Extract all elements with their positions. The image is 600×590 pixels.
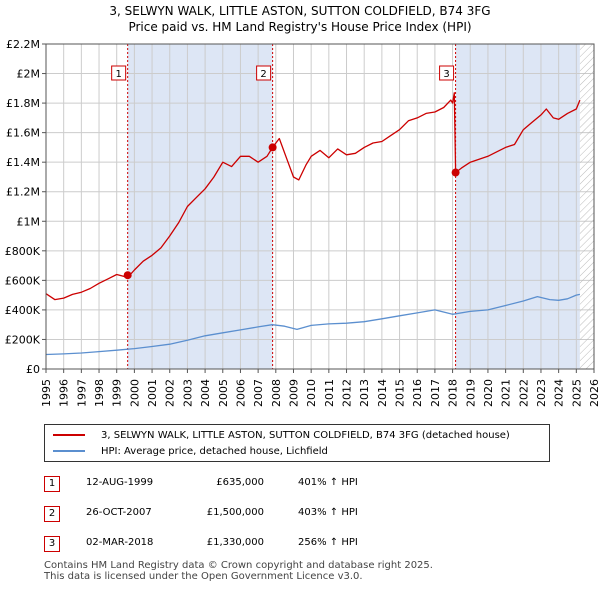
x-tick-label: 2008 (270, 379, 283, 407)
y-tick-label: £1.4M (6, 156, 40, 169)
chart-legend: 3, SELWYN WALK, LITTLE ASTON, SUTTON COL… (44, 424, 550, 462)
legend-label-hpi: HPI: Average price, detached house, Lich… (101, 445, 328, 457)
transaction-number: 1 (44, 476, 60, 492)
y-tick-label: £1.6M (6, 127, 40, 140)
x-tick-label: 1998 (93, 379, 106, 407)
legend-item-property: 3, SELWYN WALK, LITTLE ASTON, SUTTON COL… (53, 427, 510, 443)
y-tick-label: £2.2M (6, 38, 40, 51)
y-tick-label: £1M (17, 215, 41, 228)
legend-swatch-property (53, 434, 85, 436)
x-tick-label: 2024 (553, 379, 566, 407)
x-tick-label: 2009 (287, 379, 300, 407)
x-tick-label: 2007 (252, 379, 265, 407)
sale-point (123, 271, 132, 280)
chart-title: 3, SELWYN WALK, LITTLE ASTON, SUTTON COL… (109, 4, 491, 18)
x-tick-label: 2020 (482, 379, 495, 407)
x-tick-label: 2011 (323, 379, 336, 407)
transaction-hpi: 401% ↑ HPI (298, 477, 358, 488)
x-tick-label: 1997 (75, 379, 88, 407)
transaction-hpi: 256% ↑ HPI (298, 537, 358, 548)
x-tick-label: 2023 (535, 379, 548, 407)
plot-frame (45, 43, 595, 370)
sale-point (451, 168, 460, 177)
x-tick-label: 2015 (394, 379, 407, 407)
sale-number-box (439, 65, 455, 81)
footer-licence: This data is licensed under the Open Gov… (44, 571, 363, 582)
transaction-hpi: 403% ↑ HPI (298, 507, 358, 518)
y-tick-label: £0 (26, 363, 40, 376)
x-tick-label: 2018 (447, 379, 460, 407)
transaction-price: £635,000 (216, 477, 264, 488)
hpi-line (45, 293, 581, 356)
y-tick-label: £2M (17, 68, 41, 81)
x-tick-label: 2003 (181, 379, 194, 407)
x-tick-label: 2005 (217, 379, 230, 407)
y-tick-label: £200K (5, 333, 41, 346)
legend-item-hpi: HPI: Average price, detached house, Lich… (53, 443, 328, 459)
x-tick-label: 2001 (146, 379, 159, 407)
transaction-row: 3 02-MAR-2018 £1,330,000 256% ↑ HPI (44, 536, 544, 552)
y-tick-label: £800K (5, 245, 41, 258)
x-tick-label: 2021 (500, 379, 513, 407)
sale-number-box (256, 65, 272, 81)
y-tick-label: £1.2M (6, 186, 40, 199)
x-tick-label: 2000 (128, 379, 141, 407)
x-tick-label: 2016 (411, 379, 424, 407)
ownership-shade (127, 44, 273, 369)
transaction-row: 2 26-OCT-2007 £1,500,000 403% ↑ HPI (44, 506, 544, 522)
sale-number-label: 2 (260, 69, 266, 80)
y-tick-label: £600K (5, 274, 41, 287)
chart-subtitle: Price paid vs. HM Land Registry's House … (128, 20, 472, 34)
sale-number-label: 3 (443, 69, 449, 80)
forecast-hatch (579, 44, 594, 369)
sale-number-box (111, 65, 127, 81)
x-tick-label: 2019 (464, 379, 477, 407)
transaction-number: 2 (44, 506, 60, 522)
x-tick-label: 2013 (358, 379, 371, 407)
x-tick-label: 2002 (164, 379, 177, 407)
y-tick-label: £400K (5, 304, 41, 317)
y-tick-label: £1.8M (6, 97, 40, 110)
transaction-number: 3 (44, 536, 60, 552)
footer-copyright: Contains HM Land Registry data © Crown c… (44, 560, 433, 571)
transaction-date: 02-MAR-2018 (86, 537, 154, 548)
legend-label-property: 3, SELWYN WALK, LITTLE ASTON, SUTTON COL… (101, 429, 510, 441)
x-tick-label: 2012 (341, 379, 354, 407)
x-tick-label: 2022 (517, 379, 530, 407)
footer: Contains HM Land Registry data © Crown c… (44, 560, 433, 582)
x-tick-label: 2006 (234, 379, 247, 407)
x-tick-label: 2026 (588, 379, 600, 407)
x-tick-label: 1999 (111, 379, 124, 407)
ownership-shade (455, 44, 580, 369)
transaction-price: £1,500,000 (206, 507, 264, 518)
transaction-row: 1 12-AUG-1999 £635,000 401% ↑ HPI (44, 476, 544, 492)
transaction-date: 12-AUG-1999 (86, 477, 154, 488)
transaction-date: 26-OCT-2007 (86, 507, 152, 518)
x-tick-label: 2004 (199, 379, 212, 407)
transaction-price: £1,330,000 (206, 537, 264, 548)
price-chart: 1 2 3 £0 £200K £400K £600K £800K £1M £1.2M £1.4M £… (5, 38, 600, 407)
legend-swatch-hpi (53, 450, 85, 452)
x-tick-label: 1996 (58, 379, 71, 407)
x-tick-label: 1995 (40, 379, 53, 407)
sale-point (268, 143, 277, 152)
property-price-line (45, 92, 581, 301)
x-tick-label: 2010 (305, 379, 318, 407)
x-tick-label: 2025 (570, 379, 583, 407)
sale-number-label: 1 (115, 69, 121, 80)
x-tick-label: 2017 (429, 379, 442, 407)
x-tick-label: 2014 (376, 379, 389, 407)
